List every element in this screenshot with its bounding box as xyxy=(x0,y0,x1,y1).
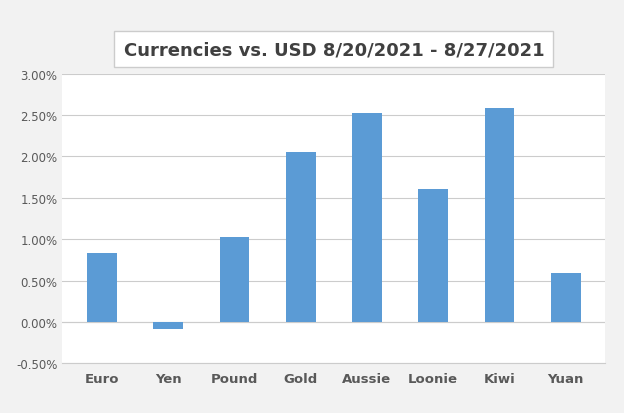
Bar xyxy=(87,254,117,322)
Bar xyxy=(485,109,514,322)
Bar xyxy=(551,273,580,322)
Bar xyxy=(286,153,316,322)
Bar xyxy=(418,190,448,322)
Bar xyxy=(154,322,183,329)
Title: Currencies vs. USD 8/20/2021 - 8/27/2021: Currencies vs. USD 8/20/2021 - 8/27/2021 xyxy=(124,41,544,59)
Bar xyxy=(220,237,250,322)
Bar xyxy=(352,114,382,322)
